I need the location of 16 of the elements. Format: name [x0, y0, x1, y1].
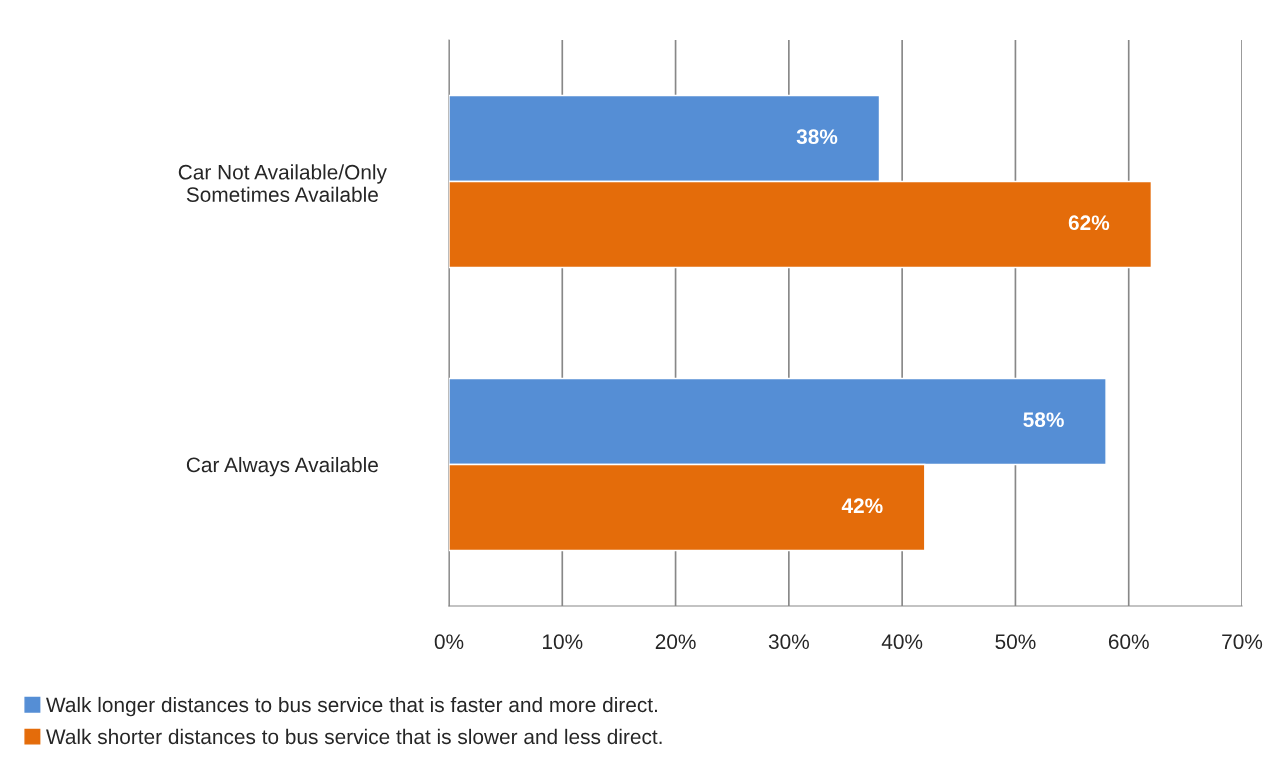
x-tick-label: 10%	[543, 634, 583, 650]
text: 62%	[1068, 215, 1110, 231]
text: 58%	[1023, 412, 1064, 428]
x-tick-label: 40%	[881, 634, 923, 650]
x-tick-label: 0%	[434, 634, 464, 650]
x-tick-label: 60%	[1108, 634, 1149, 650]
x-tick-label: 50%	[995, 634, 1036, 650]
text: 42%	[841, 498, 883, 514]
legend-label: Walk longer distances to bus service that is faster and more direct.	[46, 696, 657, 717]
text: 38%	[796, 129, 838, 145]
x-tick-label: 30%	[768, 634, 809, 650]
x-tick-label: 70%	[1222, 634, 1263, 650]
y-tick-label: Car Always Available	[186, 456, 378, 477]
y-tick-label: Car Not Available/Only Sometimes Available	[178, 164, 387, 202]
legend-label: Walk shorter distances to bus service that is slower and less direct.	[46, 728, 662, 745]
x-tick-label: 20%	[655, 634, 696, 650]
